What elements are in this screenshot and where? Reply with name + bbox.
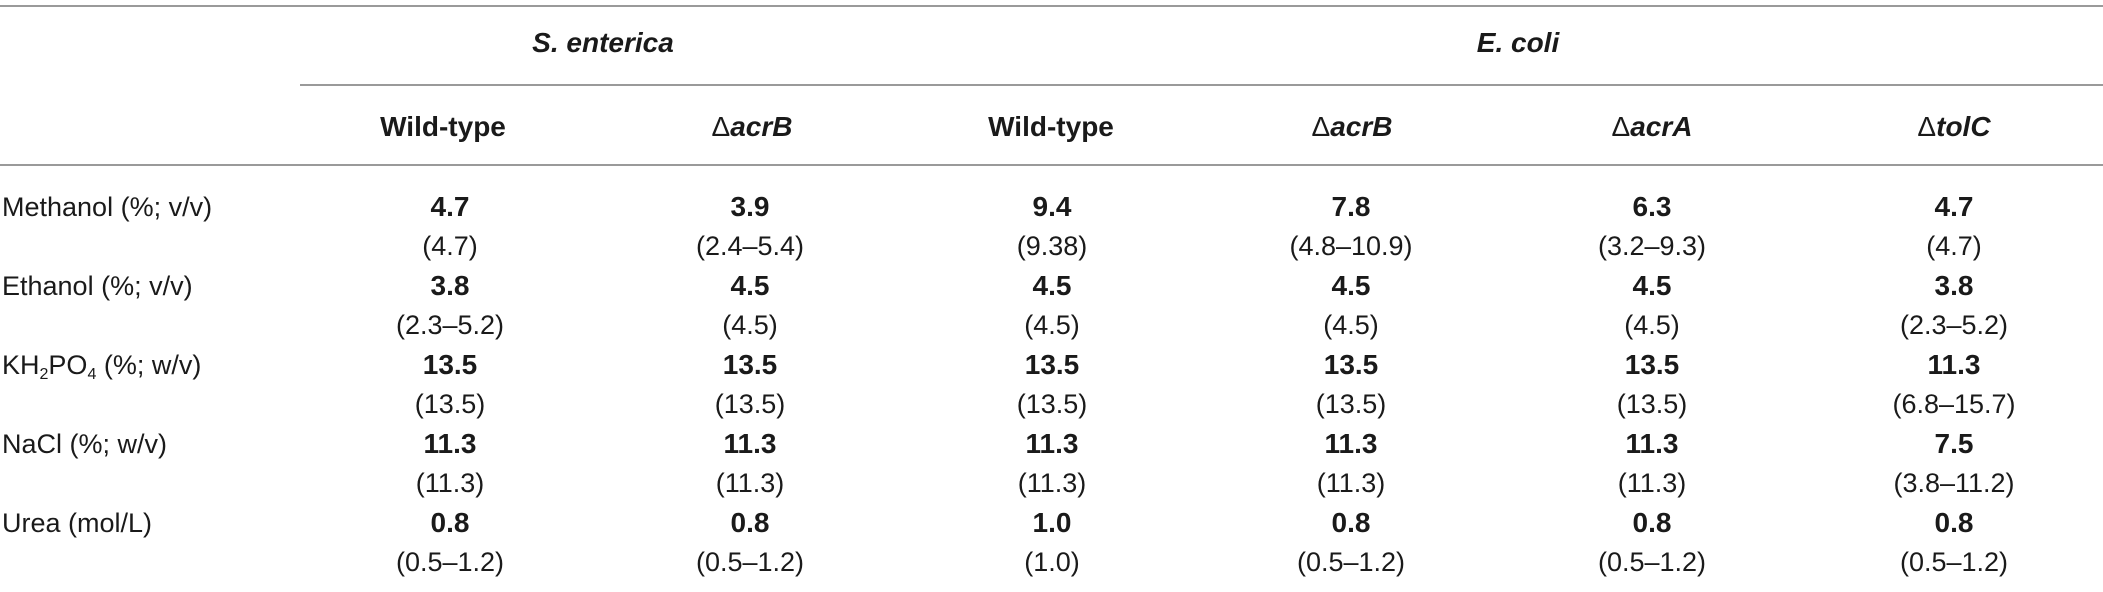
row-label-nacl: NaCl (%; w/v) (2, 429, 168, 459)
cell-value: 13.5 (1024, 349, 1080, 380)
cell-range: (4.7) (1926, 231, 1982, 261)
table-top-rule (0, 5, 2103, 7)
cell-range: (13.5) (1315, 389, 1387, 419)
cell-value: 0.8 (1331, 507, 1371, 538)
cell-range: (13.5) (1616, 389, 1688, 419)
cell-value: 13.5 (1323, 349, 1379, 380)
cell-value: 13.5 (422, 349, 478, 380)
cell-value: 4.7 (430, 191, 470, 222)
cell-value: 4.7 (1934, 191, 1974, 222)
cell-range: (0.5–1.2) (395, 547, 505, 577)
cell-value: 11.3 (1927, 349, 1981, 380)
cell-range: (13.5) (714, 389, 786, 419)
column-header: ΔacrB (712, 111, 793, 143)
cell-range: (0.5–1.2) (1597, 547, 1707, 577)
cell-range: (11.3) (415, 468, 485, 498)
column-header: ΔacrA (1612, 111, 1693, 143)
cell-range: (3.8–11.2) (1893, 468, 2015, 498)
row-label-ethanol: Ethanol (%; v/v) (2, 271, 193, 301)
cell-range: (0.5–1.2) (695, 547, 805, 577)
cell-value: 11.3 (723, 428, 777, 459)
cell-range: (2.3–5.2) (395, 310, 505, 340)
row-label-methanol: Methanol (%; v/v) (2, 192, 213, 222)
cell-value: 11.3 (1025, 428, 1079, 459)
genotype-label: acrB (730, 111, 793, 142)
cell-value: 4.5 (1632, 270, 1672, 301)
cell-range: (4.5) (722, 310, 778, 340)
delta-symbol: Δ (1917, 111, 1937, 142)
cell-range: (1.0) (1024, 547, 1080, 577)
cell-range: (4.8–10.9) (1289, 231, 1413, 261)
cell-value: 4.5 (1032, 270, 1072, 301)
cell-range: (0.5–1.2) (1296, 547, 1406, 577)
cell-value: 0.8 (430, 507, 470, 538)
cell-value: 0.8 (1934, 507, 1974, 538)
cell-value: 3.9 (730, 191, 770, 222)
cell-value: 11.3 (1324, 428, 1378, 459)
cell-range: (4.7) (422, 231, 478, 261)
column-header: Wild-type (380, 111, 506, 143)
genotype-label: Wild-type (988, 111, 1114, 142)
cell-value: 13.5 (722, 349, 778, 380)
cell-range: (4.5) (1323, 310, 1379, 340)
header-bottom-rule (0, 164, 2103, 166)
cell-range: (4.5) (1024, 310, 1080, 340)
column-header: ΔacrB (1312, 111, 1393, 143)
cell-value: 6.3 (1632, 191, 1672, 222)
column-header: ΔtolC (1917, 111, 1990, 143)
cell-range: (11.3) (715, 468, 785, 498)
cell-value: 1.0 (1032, 507, 1072, 538)
cell-value: 11.3 (1625, 428, 1679, 459)
cell-value: 4.5 (1331, 270, 1371, 301)
cell-value: 3.8 (430, 270, 470, 301)
group-header-e-coli: E. coli (1476, 27, 1560, 58)
cell-value: 0.8 (1632, 507, 1672, 538)
cell-value: 0.8 (730, 507, 770, 538)
cell-range: (13.5) (414, 389, 486, 419)
cell-value: 11.3 (423, 428, 477, 459)
cell-range: (2.3–5.2) (1899, 310, 2009, 340)
cell-range: (11.3) (1017, 468, 1087, 498)
cell-range: (13.5) (1016, 389, 1088, 419)
cell-range: (3.2–9.3) (1597, 231, 1707, 261)
genotype-label: acrA (1630, 111, 1693, 142)
cell-value: 3.8 (1934, 270, 1974, 301)
genotype-label: Wild-type (380, 111, 506, 142)
delta-symbol: Δ (1611, 111, 1631, 142)
delta-symbol: Δ (1311, 111, 1331, 142)
column-header: Wild-type (988, 111, 1114, 143)
delta-symbol: Δ (711, 111, 731, 142)
cell-range: (9.38) (1016, 231, 1088, 261)
row-label-urea: Urea (mol/L) (2, 508, 153, 538)
cell-value: 7.8 (1331, 191, 1371, 222)
cell-range: (11.3) (1316, 468, 1386, 498)
genotype-label: tolC (1936, 111, 1991, 142)
cell-value: 13.5 (1624, 349, 1680, 380)
cell-range: (4.5) (1624, 310, 1680, 340)
cell-range: (0.5–1.2) (1899, 547, 2009, 577)
cell-value: 7.5 (1934, 428, 1974, 459)
cell-value: 9.4 (1032, 191, 1072, 222)
cell-range: (6.8–15.7) (1892, 389, 2016, 419)
cell-value: 4.5 (730, 270, 770, 301)
group-underline-rule (300, 84, 2103, 86)
cell-range: (11.3) (1617, 468, 1687, 498)
row-label-kh2po4: KH2PO4 (%; w/v) (2, 350, 202, 383)
cell-range: (2.4–5.4) (695, 231, 805, 261)
genotype-label: acrB (1330, 111, 1393, 142)
group-header-s-enterica: S. enterica (532, 27, 674, 58)
